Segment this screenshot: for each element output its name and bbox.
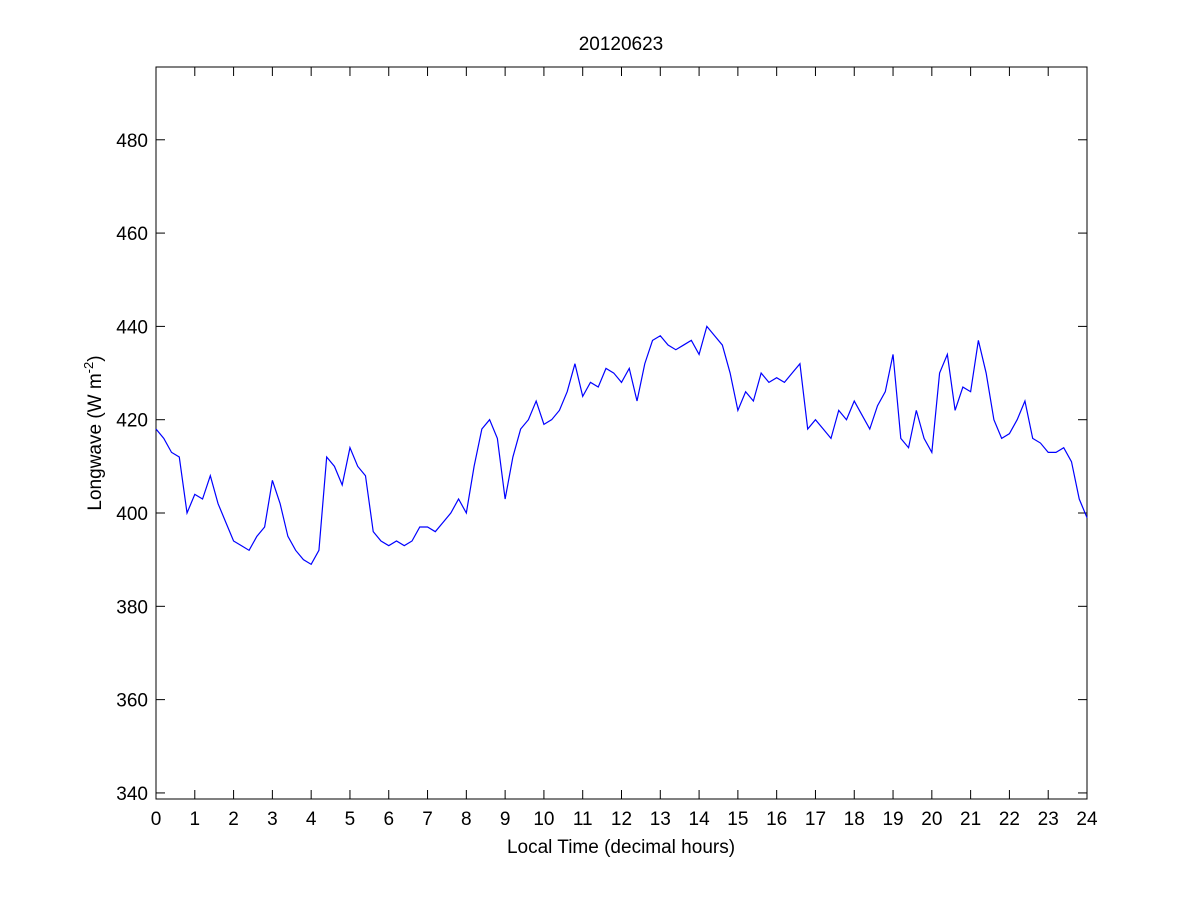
x-tick-label: 20: [921, 809, 942, 830]
data-line: [155, 325, 1088, 566]
y-tick-label: 440: [116, 317, 148, 338]
x-tick-label: 5: [345, 809, 356, 830]
y-tick-label: 420: [116, 411, 148, 432]
y-tick-label: 380: [116, 597, 148, 618]
x-tick-label: 23: [1038, 809, 1059, 830]
x-tick-label: 17: [805, 809, 826, 830]
x-tick-label: 15: [727, 809, 748, 830]
x-tick-label: 6: [383, 809, 394, 830]
y-tick-label: 480: [116, 131, 148, 152]
x-tick-label: 0: [151, 809, 162, 830]
x-tick-label: 16: [766, 809, 787, 830]
x-tick-label: 1: [190, 809, 201, 830]
x-tick-label: 21: [960, 809, 981, 830]
x-axis-label: Local Time (decimal hours): [507, 837, 735, 858]
x-tick-label: 12: [611, 809, 632, 830]
y-axis-label: Longwave (W m-2): [81, 355, 106, 510]
x-tick-label: 14: [689, 809, 711, 830]
x-tick-label: 19: [882, 809, 903, 830]
x-tick-label: 2: [228, 809, 239, 830]
x-tick-label: 22: [999, 809, 1020, 830]
y-tick-label: 360: [116, 691, 148, 712]
chart-title: 20120623: [579, 34, 664, 55]
y-axis-label-sup: -2: [81, 362, 96, 374]
y-tick-label: 400: [116, 504, 148, 525]
x-tick-label: 11: [573, 809, 593, 830]
x-tick-label: 8: [461, 809, 472, 830]
x-tick-label: 4: [306, 809, 317, 830]
x-tick-label: 13: [650, 809, 671, 830]
x-tick-label: 7: [422, 809, 433, 830]
y-axis-label-end: ): [85, 355, 106, 361]
y-axis-label-text: Longwave (W m: [85, 373, 106, 510]
x-tick-label: 3: [267, 809, 278, 830]
x-tick-label: 10: [533, 809, 554, 830]
x-tick-label: 9: [500, 809, 511, 830]
y-tick-label: 460: [116, 224, 148, 245]
x-tick-label: 24: [1076, 809, 1098, 830]
x-tick-label: 18: [844, 809, 865, 830]
y-tick-label: 340: [116, 784, 148, 805]
plot-area: [155, 66, 1088, 800]
